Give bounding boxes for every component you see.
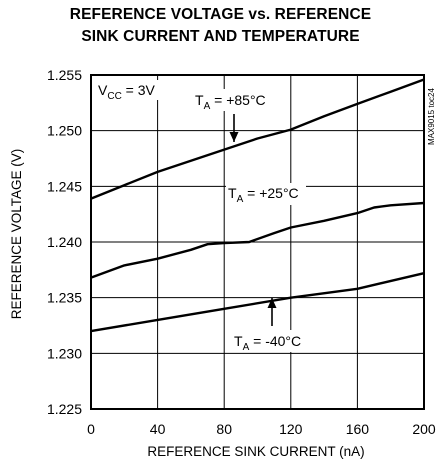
series-line-3 xyxy=(90,272,425,333)
figure-id-label: MAX9015 toc24 xyxy=(427,88,436,145)
y-tick-label-1.255: 1.255 xyxy=(47,67,82,83)
series-label-neg40c: TA = -40°C xyxy=(234,333,301,353)
arrow-85c-head xyxy=(229,132,239,142)
x-tick-labels: 0 40 80 120 160 200 xyxy=(87,421,436,437)
y-tick-label-1.225: 1.225 xyxy=(47,401,82,417)
arrow-neg40c-head xyxy=(267,298,277,308)
series-line-2 xyxy=(90,201,425,279)
x-tick-label-40: 40 xyxy=(150,421,166,437)
x-tick-label-160: 160 xyxy=(346,421,370,437)
y-tick-label-1.240: 1.240 xyxy=(47,234,82,250)
chart-title-line-2: SINK CURRENT AND TEMPERATURE xyxy=(81,28,360,45)
chart-series-group xyxy=(90,78,425,333)
y-tick-label-1.250: 1.250 xyxy=(47,123,82,139)
label-40c-bg xyxy=(232,330,312,352)
vcc-label: VCC = 3V xyxy=(98,82,156,102)
x-tick-label-120: 120 xyxy=(279,421,303,437)
series-label-25c: TA = +25°C xyxy=(228,185,299,205)
y-tick-labels: 1.225 1.230 1.235 1.240 1.245 1.250 1.255 xyxy=(47,67,82,417)
series-label-85c: TA = +85°C xyxy=(195,92,266,112)
chart-title-line-1: REFERENCE VOLTAGE vs. REFERENCE xyxy=(69,6,372,23)
y-tick-label-1.235: 1.235 xyxy=(47,290,82,306)
x-axis-label: REFERENCE SINK CURRENT (nA) xyxy=(147,444,364,459)
x-tick-label-200: 200 xyxy=(412,421,436,437)
series-line-1 xyxy=(90,78,425,200)
vcc-label-bg xyxy=(95,80,165,100)
x-tick-label-80: 80 xyxy=(216,421,232,437)
y-axis-label: REFERENCE VOLTAGE (V) xyxy=(9,149,24,320)
y-tick-label-1.230: 1.230 xyxy=(47,345,82,361)
label-85c-bg xyxy=(192,89,276,111)
chart-annotations: VCC = 3V TA = +85°C TA = +25°C TA = -40°C xyxy=(95,80,312,353)
y-tick-label-1.245: 1.245 xyxy=(47,178,82,194)
x-tick-label-0: 0 xyxy=(87,421,95,437)
label-25c-bg xyxy=(226,183,306,205)
chart-grid xyxy=(90,74,425,410)
plot-frame xyxy=(90,74,425,410)
